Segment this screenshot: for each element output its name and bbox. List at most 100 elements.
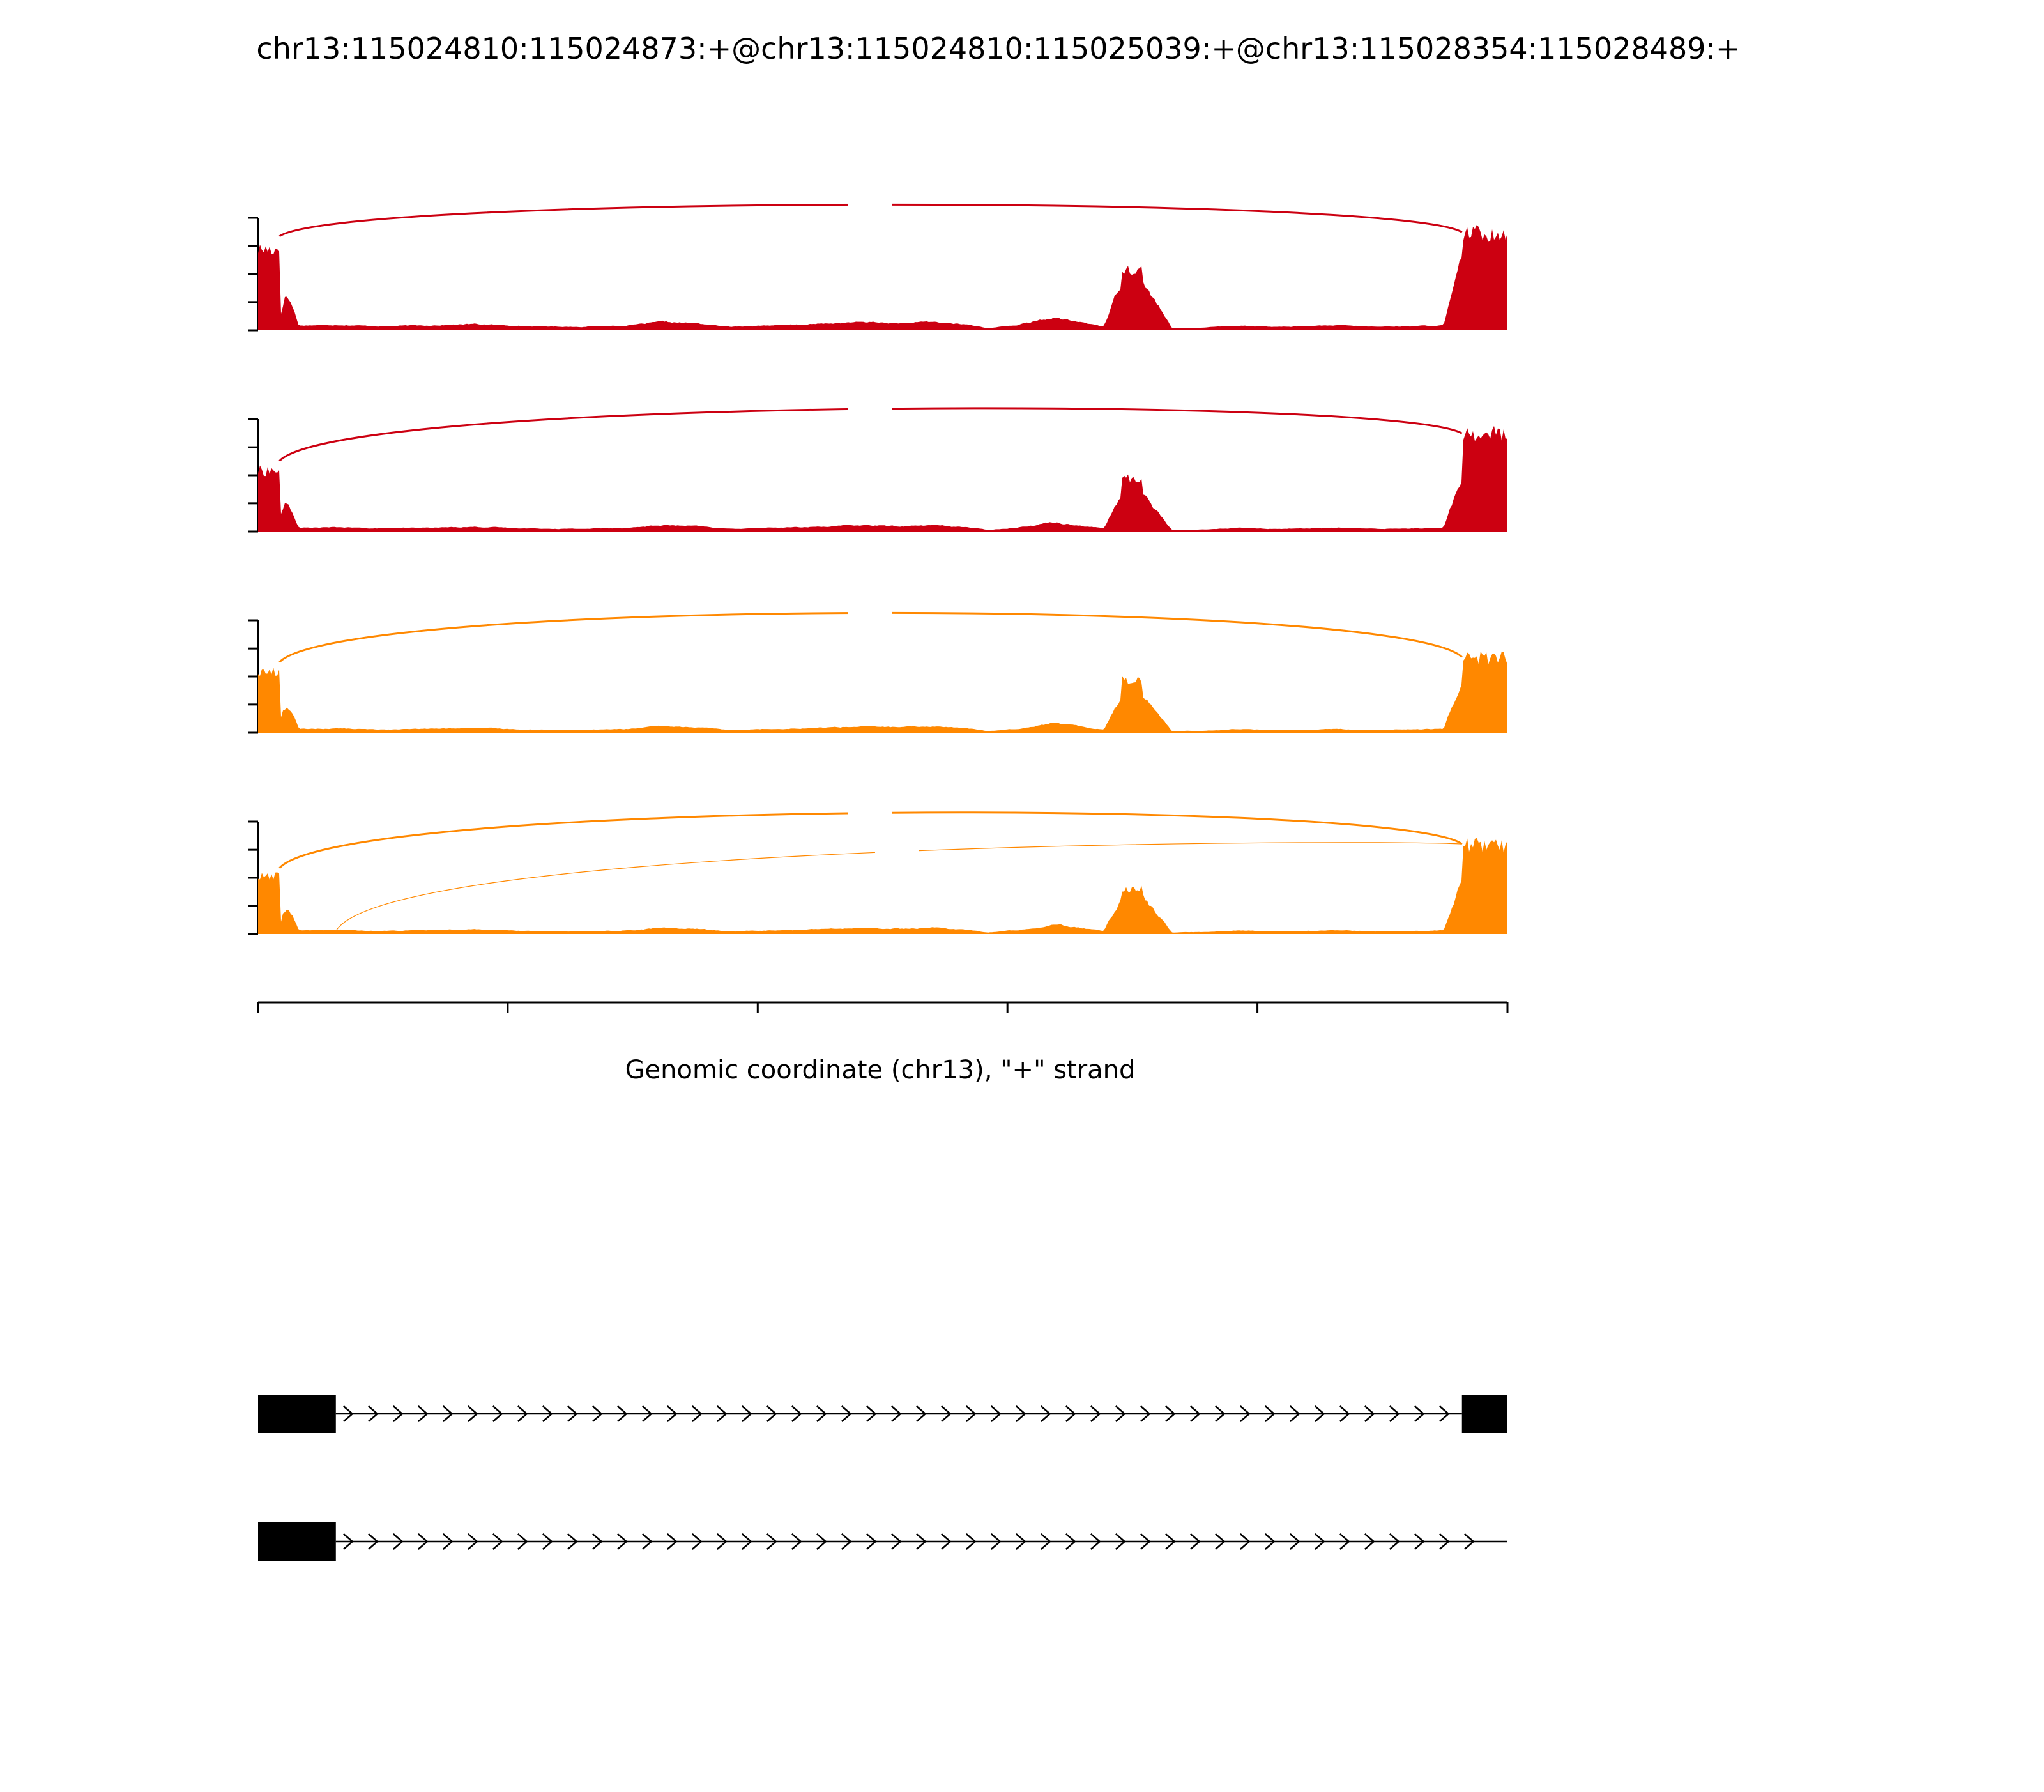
strand-chevron: [417, 1405, 429, 1422]
strand-chevron: [1015, 1533, 1026, 1550]
strand-chevron: [1040, 1533, 1051, 1550]
strand-chevron: [492, 1533, 503, 1550]
strand-chevron: [342, 1533, 354, 1550]
strand-chevron: [890, 1533, 902, 1550]
isoform-1: [258, 1395, 1507, 1433]
strand-chevron: [990, 1405, 1002, 1422]
strand-chevron: [965, 1405, 977, 1422]
strand-chevron: [716, 1533, 728, 1550]
strand-chevron: [641, 1405, 653, 1422]
strand-chevron: [866, 1533, 877, 1550]
strand-chevron: [1140, 1533, 1151, 1550]
strand-chevron: [716, 1405, 728, 1422]
exon-block: [1461, 1395, 1507, 1433]
strand-chevron: [1090, 1533, 1101, 1550]
strand-chevron: [492, 1405, 503, 1422]
strand-chevron: [915, 1533, 927, 1550]
x-axis: [257, 1001, 1509, 1013]
strand-chevron: [1414, 1533, 1425, 1550]
strand-chevron: [1289, 1405, 1300, 1422]
strand-chevron: [1339, 1405, 1350, 1422]
isoform-track: [258, 1395, 1507, 1561]
strand-chevron: [816, 1405, 827, 1422]
strand-chevron: [1264, 1533, 1276, 1550]
junction-label-bg: [848, 801, 892, 824]
strand-chevron: [1463, 1533, 1475, 1550]
x-axis-label: Genomic coordinate (chr13), "+" strand: [625, 1055, 1136, 1085]
strand-chevron: [890, 1405, 902, 1422]
strand-chevron: [1438, 1533, 1450, 1550]
strand-chevron: [517, 1533, 528, 1550]
strand-chevron: [1289, 1533, 1300, 1550]
strand-chevron: [1364, 1405, 1375, 1422]
strand-chevron: [841, 1405, 852, 1422]
strand-chevron: [1239, 1533, 1251, 1550]
strand-chevron: [1239, 1405, 1251, 1422]
coverage-area: [258, 224, 1507, 330]
strand-chevron: [866, 1405, 877, 1422]
strand-chevron: [567, 1533, 578, 1550]
strand-chevron: [791, 1533, 802, 1550]
coverage-panel-4: [248, 801, 1507, 935]
junction-label-bg: [875, 839, 919, 862]
strand-chevron: [367, 1533, 379, 1550]
strand-chevron: [666, 1405, 678, 1422]
strand-chevron: [990, 1533, 1002, 1550]
junction-label-bg: [848, 399, 892, 422]
coverage-panel-2: [248, 399, 1507, 533]
strand-chevron: [1438, 1405, 1450, 1422]
strand-chevron: [517, 1405, 528, 1422]
junction-label-bg: [848, 600, 892, 623]
strand-chevron: [367, 1405, 379, 1422]
strand-chevron: [467, 1405, 478, 1422]
strand-chevron: [1414, 1405, 1425, 1422]
strand-chevron: [766, 1405, 777, 1422]
strand-chevron: [1389, 1405, 1400, 1422]
strand-chevron: [616, 1533, 628, 1550]
strand-chevron: [1189, 1533, 1201, 1550]
coverage-area: [258, 425, 1507, 532]
strand-chevron: [542, 1533, 553, 1550]
strand-chevron: [616, 1405, 628, 1422]
strand-chevron: [1264, 1405, 1276, 1422]
strand-chevron: [1015, 1405, 1026, 1422]
chart-title: chr13:115024810:115024873:+@chr13:115024…: [256, 31, 1740, 66]
strand-chevron: [1364, 1533, 1375, 1550]
strand-chevron: [1040, 1405, 1051, 1422]
strand-chevron: [691, 1405, 703, 1422]
strand-chevron: [1189, 1405, 1201, 1422]
strand-chevron: [691, 1533, 703, 1550]
strand-chevron: [567, 1405, 578, 1422]
exon-block: [258, 1522, 336, 1561]
coverage-area: [258, 651, 1507, 733]
strand-chevron: [1090, 1405, 1101, 1422]
strand-chevron: [1339, 1533, 1350, 1550]
strand-chevron: [1164, 1533, 1176, 1550]
strand-chevron: [841, 1533, 852, 1550]
strand-chevron: [1214, 1533, 1226, 1550]
strand-chevron: [1164, 1405, 1176, 1422]
strand-chevron: [417, 1533, 429, 1550]
strand-chevron: [342, 1405, 354, 1422]
strand-chevron: [1140, 1405, 1151, 1422]
strand-chevron: [442, 1405, 454, 1422]
strand-chevron: [392, 1533, 404, 1550]
strand-chevron: [940, 1533, 952, 1550]
strand-chevron: [542, 1405, 553, 1422]
strand-chevron: [467, 1533, 478, 1550]
strand-chevron: [666, 1533, 678, 1550]
strand-chevron: [1389, 1533, 1400, 1550]
strand-chevron: [965, 1533, 977, 1550]
junction-label-bg: [848, 197, 892, 220]
strand-chevron: [816, 1533, 827, 1550]
strand-chevron: [1314, 1405, 1325, 1422]
exon-block: [258, 1395, 336, 1433]
strand-chevron: [766, 1533, 777, 1550]
strand-chevron: [1065, 1405, 1076, 1422]
strand-chevron: [392, 1405, 404, 1422]
strand-chevron: [1115, 1405, 1126, 1422]
coverage-panel-3: [248, 600, 1507, 734]
strand-chevron: [591, 1533, 603, 1550]
